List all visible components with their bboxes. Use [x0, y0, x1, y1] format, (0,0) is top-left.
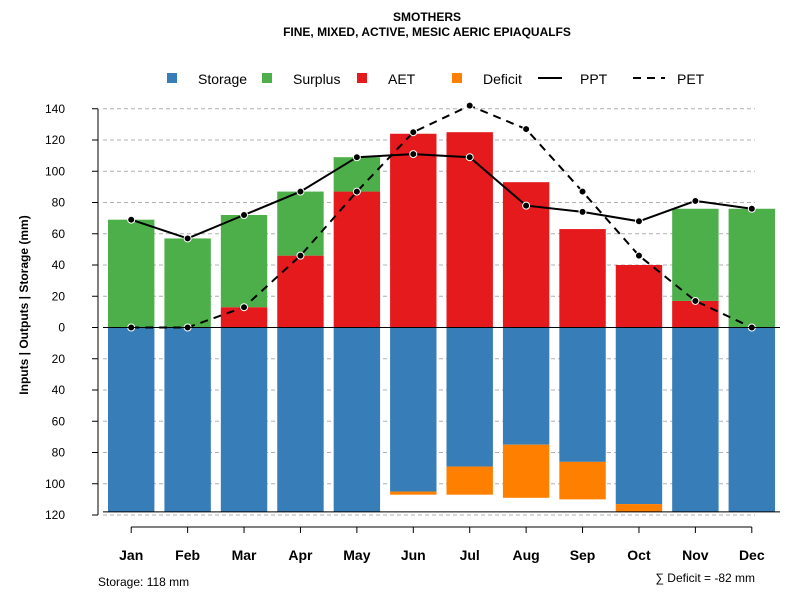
deficit-legend-swatch: [452, 73, 462, 83]
pet-point: [240, 303, 249, 312]
x-tick-label: Oct: [627, 547, 651, 563]
y-tick-label: 140: [45, 102, 65, 116]
storage-bar: [108, 327, 155, 512]
ppt-point: [465, 153, 474, 162]
ppt-point: [296, 187, 305, 196]
storage-bar: [615, 327, 663, 505]
ppt-point: [127, 215, 136, 224]
x-tick-label: Sep: [570, 547, 596, 563]
pet-point: [296, 251, 305, 260]
surplus-bar: [220, 215, 268, 308]
surplus-bar: [277, 191, 324, 256]
aet-bar: [333, 191, 381, 328]
aet-legend-label: AET: [388, 71, 416, 87]
axes: 140 120 100 80 60 40 20 0 20 40 60 80 100 120 Jan Feb Ma…: [45, 102, 780, 563]
x-tick-label: Dec: [739, 547, 765, 563]
y-tick-label: 80: [52, 446, 66, 460]
y-tick-label: 120: [45, 133, 65, 147]
y-tick-label: 60: [52, 227, 66, 241]
pet-point: [352, 187, 361, 196]
ppt-point: [578, 207, 587, 216]
x-tick-label: Jun: [401, 547, 426, 563]
y-tick-label: 60: [52, 414, 66, 428]
deficit-bar: [502, 444, 550, 498]
chart-subtitle: FINE, MIXED, ACTIVE, MESIC AERIC EPIAQUA…: [283, 25, 571, 39]
deficit-note: ∑ Deficit = -82 mm: [655, 571, 755, 585]
pet-legend-label: PET: [677, 71, 705, 87]
x-tick-label: Apr: [288, 547, 313, 563]
series-lines: [130, 104, 753, 329]
deficit-legend-label: Deficit: [483, 71, 522, 87]
y-tick-label: 40: [52, 258, 66, 272]
x-tick-label: Aug: [513, 547, 540, 563]
aet-bar: [672, 300, 719, 328]
bars: [108, 132, 775, 512]
aet-bar: [277, 255, 324, 328]
chart-title: SMOTHERS: [393, 10, 461, 24]
legend: Storage Surplus AET Deficit PPT PET: [167, 71, 705, 87]
deficit-bar: [615, 504, 663, 512]
pet-point: [522, 125, 531, 134]
aet-bar: [446, 132, 493, 328]
x-tick-label: Jul: [460, 547, 480, 563]
storage-bar: [277, 327, 324, 512]
ppt-line: [130, 153, 752, 240]
x-tick-label: Nov: [682, 547, 709, 563]
storage-bar: [502, 327, 550, 445]
aet-legend-swatch: [357, 73, 367, 83]
pet-line: [131, 104, 753, 329]
y-tick-label: 100: [45, 477, 65, 491]
pet-point: [691, 296, 700, 305]
ppt-point: [183, 234, 192, 243]
ppt-point: [747, 204, 756, 213]
x-tick-label: Jan: [119, 547, 143, 563]
y-tick-label: 0: [58, 321, 65, 335]
storage-bar: [220, 327, 268, 512]
ppt-point: [240, 211, 249, 219]
surplus-bar: [164, 238, 211, 328]
surplus-bar: [108, 219, 155, 328]
storage-bar: [390, 327, 437, 492]
ppt-point: [634, 217, 643, 226]
x-tick-label: Feb: [175, 547, 200, 563]
pet-point: [465, 101, 474, 110]
ppt-point: [691, 196, 700, 205]
y-tick-label: 80: [52, 196, 66, 210]
storage-note: Storage: 118 mm: [98, 575, 189, 589]
surplus-legend-swatch: [262, 73, 272, 83]
aet-bar: [615, 265, 663, 328]
deficit-bar: [559, 461, 606, 500]
storage-bar: [164, 327, 211, 512]
ppt-point: [522, 201, 531, 210]
storage-bar: [728, 327, 775, 512]
aet-bar: [390, 133, 437, 328]
ppt-point: [352, 153, 361, 162]
x-tick-label: Mar: [232, 547, 257, 563]
surplus-legend-label: Surplus: [293, 71, 340, 87]
storage-bar: [672, 327, 719, 512]
x-tick-label: May: [343, 547, 370, 563]
surplus-bar: [728, 208, 775, 328]
aet-bar: [559, 229, 606, 328]
y-tick-label: 100: [45, 164, 65, 178]
deficit-bar: [390, 491, 437, 495]
storage-bar: [333, 327, 381, 512]
ppt-point: [409, 150, 418, 159]
surplus-bar: [672, 208, 719, 301]
deficit-bar: [446, 466, 493, 495]
storage-bar: [446, 327, 493, 467]
pet-point: [578, 187, 587, 196]
y-tick-label: 20: [52, 352, 66, 366]
y-axis-label: Inputs | Outputs | Storage (mm): [17, 215, 31, 394]
y-tick-label: 40: [52, 383, 66, 397]
storage-bar: [559, 327, 606, 462]
y-tick-label: 20: [52, 289, 66, 303]
storage-legend-swatch: [167, 73, 177, 83]
storage-legend-label: Storage: [198, 71, 247, 87]
y-tick-label: 120: [45, 508, 65, 522]
pet-point: [409, 128, 418, 137]
pet-point: [634, 251, 643, 260]
ppt-legend-label: PPT: [580, 71, 608, 87]
